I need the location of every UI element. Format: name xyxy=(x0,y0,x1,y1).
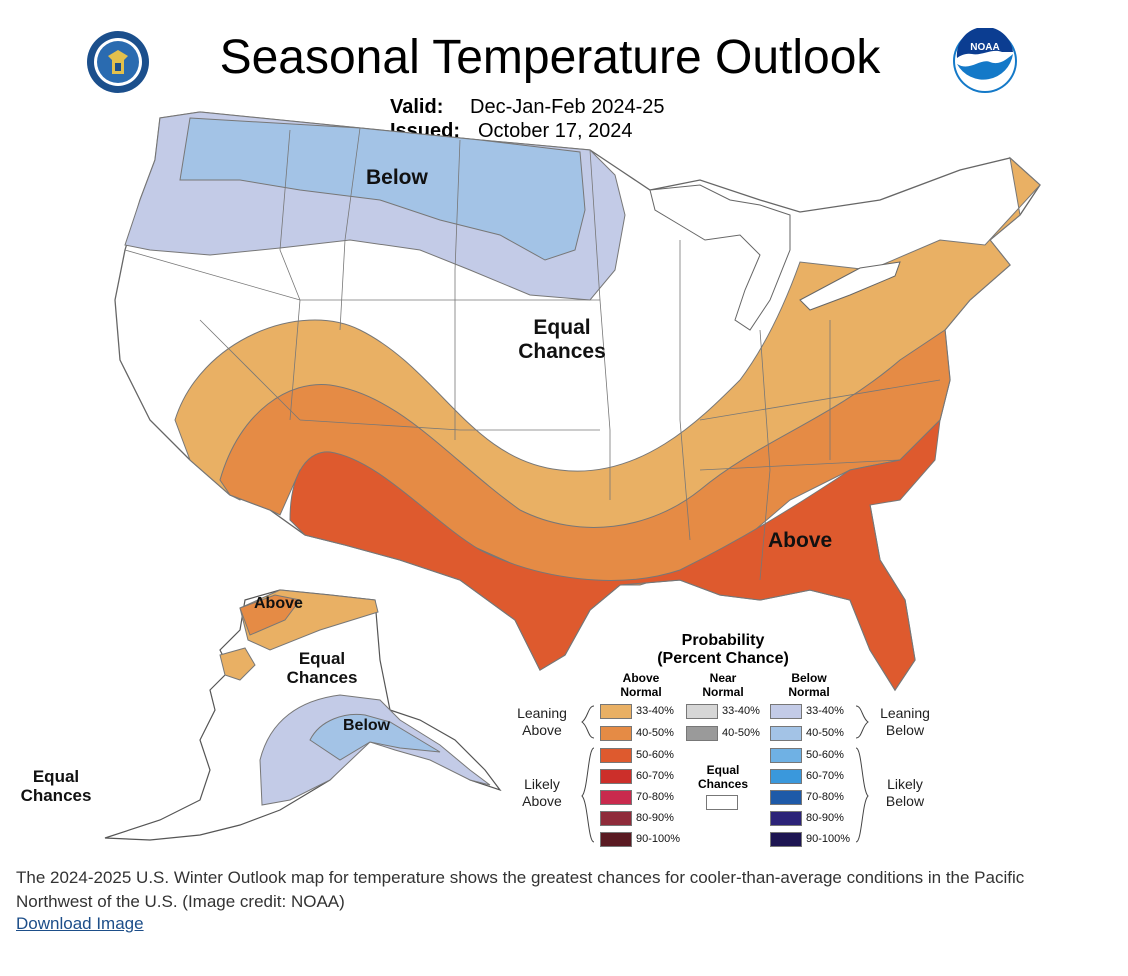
legend-equal-line1: Equal xyxy=(706,763,740,777)
likely-above-line1: Likely xyxy=(524,776,560,792)
legend-equal-line2: Chances xyxy=(697,776,749,791)
legend-below-header: Below Normal xyxy=(776,671,842,700)
state-lines xyxy=(124,127,941,581)
legend-label-above-5: 80-90% xyxy=(636,812,674,824)
legend-label-above-6: 90-100% xyxy=(636,833,681,845)
alaska-equal-label: Equal Chances xyxy=(280,649,364,687)
conus-equal-line1: Equal xyxy=(533,316,591,339)
above-33-region xyxy=(174,156,1041,541)
legend-equal-chances-swatch xyxy=(706,795,738,810)
likely-above-label: Likely Above xyxy=(510,776,574,810)
legend-label-below-1: 40-50% xyxy=(806,727,844,739)
legend-above-header: Above Normal xyxy=(608,671,674,700)
legend-equal-chances-label: Equal Chances xyxy=(690,763,756,792)
legend-label-near-1: 40-50% xyxy=(722,727,760,739)
image-caption: The 2024-2025 U.S. Winter Outlook map fo… xyxy=(16,868,1025,911)
legend-title: Probability (Percent Chance) xyxy=(640,632,806,669)
noaa-logo-text: NOAA xyxy=(970,42,999,53)
legend-title-line2: (Percent Chance) xyxy=(657,650,789,668)
legend-swatch-above-1 xyxy=(600,726,632,741)
above-50-region xyxy=(289,418,941,691)
noaa-logo: NOAA xyxy=(953,28,1017,93)
legend-label-below-6: 90-100% xyxy=(806,833,851,845)
legend-label-near-0: 33-40% xyxy=(722,705,760,717)
alaska-equal-line2: Chances xyxy=(286,668,358,688)
legend-title-line1: Probability xyxy=(681,632,765,649)
legend-label-above-0: 33-40% xyxy=(636,705,674,717)
legend-label-below-5: 80-90% xyxy=(806,812,844,824)
alaska-equal-line1: Equal xyxy=(298,649,346,668)
leaning-above-line1: Leaning xyxy=(517,705,567,721)
legend-label-above-2: 50-60% xyxy=(636,749,674,761)
legend-swatch-above-6 xyxy=(600,832,632,847)
alaska-below-33 xyxy=(259,694,491,806)
legend-swatch-above-5 xyxy=(600,811,632,826)
hawaii-equal-line2: Chances xyxy=(20,786,92,806)
legend-swatch-above-4 xyxy=(600,790,632,805)
legend-swatch-near-0 xyxy=(686,704,718,719)
issued-value: October 17, 2024 xyxy=(478,120,633,142)
legend-above-header-1: Above xyxy=(622,671,660,685)
outlook-map xyxy=(104,111,1041,843)
commerce-seal-logo xyxy=(87,31,149,93)
legend-swatch-below-3 xyxy=(770,769,802,784)
legend-near-header-1: Near xyxy=(709,671,737,685)
page-title: Seasonal Temperature Outlook xyxy=(219,31,881,84)
legend-swatch-above-3 xyxy=(600,769,632,784)
download-image-link[interactable]: Download Image xyxy=(16,914,144,933)
below-40-region xyxy=(179,117,586,261)
legend-swatch-above-2 xyxy=(600,748,632,763)
leaning-below-line1: Leaning xyxy=(880,705,930,721)
legend-swatch-below-6 xyxy=(770,832,802,847)
legend-below-header-2: Normal xyxy=(788,684,830,699)
alaska-below-label: Below xyxy=(343,717,391,734)
legend-swatch-below-4 xyxy=(770,790,802,805)
legend-swatch-below-0 xyxy=(770,704,802,719)
alaska-above-label: Above xyxy=(254,595,303,612)
likely-above-line2: Above xyxy=(522,792,562,809)
above-40-region xyxy=(219,329,951,586)
legend-above-header-2: Normal xyxy=(620,684,662,699)
legend-swatch-above-0 xyxy=(600,704,632,719)
legend-brackets xyxy=(581,705,869,843)
likely-below-label: Likely Below xyxy=(872,776,938,810)
legend-swatch-below-5 xyxy=(770,811,802,826)
likely-below-line2: Below xyxy=(885,792,925,809)
alaska-west-above xyxy=(219,647,256,681)
leaning-below-line2: Below xyxy=(885,721,925,738)
alaska-above-40 xyxy=(239,594,301,636)
hawaii-equal-label: Equal Chances xyxy=(14,767,98,805)
legend-swatch-near-1 xyxy=(686,726,718,741)
lake-erie xyxy=(799,261,901,311)
conus-equal-label: Equal Chances xyxy=(510,316,614,363)
legend-below-header-1: Below xyxy=(791,671,827,685)
hawaii-equal-line1: Equal xyxy=(32,767,80,786)
likely-below-line1: Likely xyxy=(887,776,923,792)
legend-label-above-4: 70-80% xyxy=(636,791,674,803)
legend-near-header-2: Normal xyxy=(702,684,744,699)
legend-label-below-2: 50-60% xyxy=(806,749,844,761)
legend-swatch-below-1 xyxy=(770,726,802,741)
conus-below-label: Below xyxy=(366,166,428,189)
conus-above-label: Above xyxy=(768,529,833,552)
leaning-above-label: Leaning Above xyxy=(510,705,574,739)
legend-label-above-3: 60-70% xyxy=(636,770,674,782)
conus-equal-line2: Chances xyxy=(518,339,606,363)
legend-label-above-1: 40-50% xyxy=(636,727,674,739)
legend-label-below-4: 70-80% xyxy=(806,791,844,803)
legend-swatch-below-2 xyxy=(770,748,802,763)
leaning-below-label: Leaning Below xyxy=(872,705,938,739)
valid-label: Valid: xyxy=(390,96,444,118)
alaska-below-40 xyxy=(309,713,441,761)
valid-line: Valid: Dec-Jan-Feb 2024-25 xyxy=(390,96,665,119)
legend-near-header: Near Normal xyxy=(690,671,756,700)
valid-value: Dec-Jan-Feb 2024-25 xyxy=(470,96,665,118)
great-lakes xyxy=(649,184,791,331)
leaning-above-line2: Above xyxy=(522,721,562,738)
legend-label-below-3: 60-70% xyxy=(806,770,844,782)
legend-label-below-0: 33-40% xyxy=(806,705,844,717)
